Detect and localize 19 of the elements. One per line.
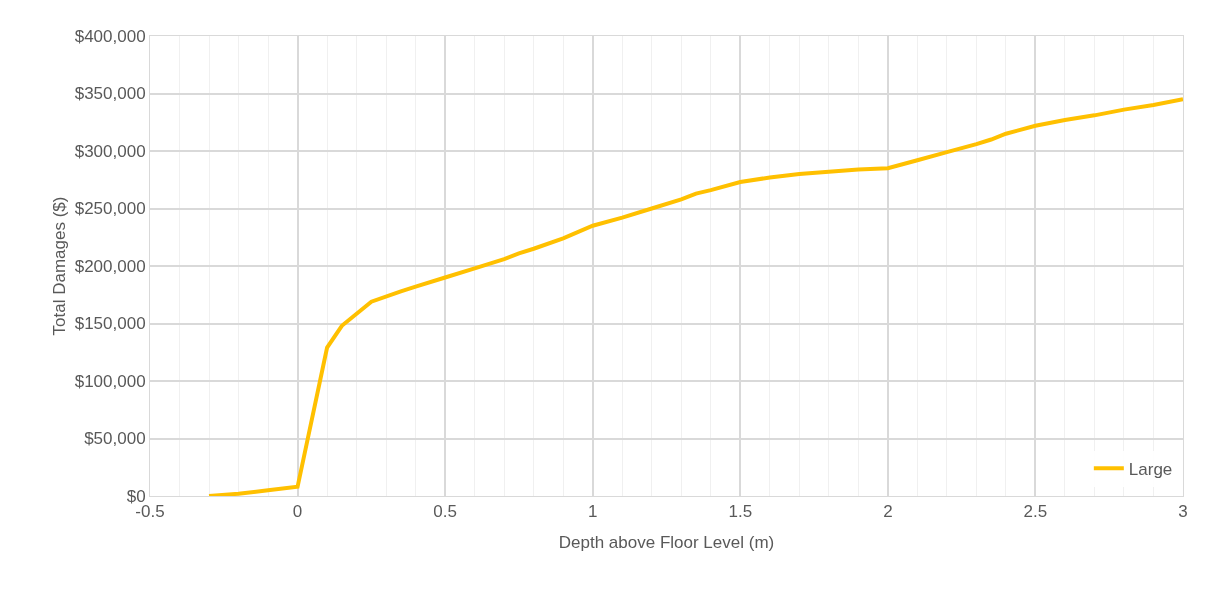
- x-tick-label: 1: [587, 502, 598, 522]
- y-tick-label: $250,000: [74, 199, 146, 219]
- y-tick-label: $50,000: [84, 429, 146, 449]
- x-tick-label: 1.5: [728, 502, 753, 522]
- x-tick-label: 2.5: [1023, 502, 1048, 522]
- y-tick-label: $100,000: [74, 371, 146, 391]
- x-axis-title: Depth above Floor Level (m): [558, 532, 775, 552]
- x-tick-label: 2: [883, 502, 893, 522]
- y-tick-label: $200,000: [74, 256, 146, 276]
- y-tick-label: $300,000: [74, 141, 146, 161]
- x-tick-label: 0.5: [433, 502, 457, 522]
- x-tick-label: 0: [292, 502, 303, 522]
- line-series: [207, 97, 1183, 496]
- x-tick-label: 3: [1178, 502, 1188, 522]
- legend-label: Large: [1128, 459, 1173, 479]
- y-axis-title: Total Damages ($): [50, 196, 70, 336]
- y-tick-label: $400,000: [74, 26, 146, 46]
- y-tick-label: $150,000: [74, 314, 146, 334]
- y-tick-label: $350,000: [74, 84, 146, 104]
